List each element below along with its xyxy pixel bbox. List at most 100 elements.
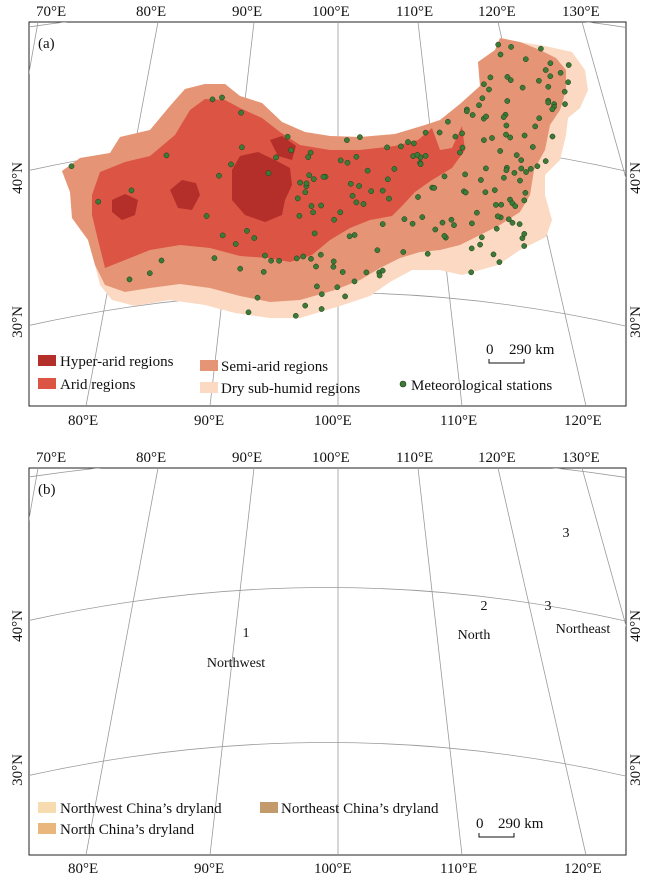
scale-bar-line — [478, 833, 515, 838]
station-marker — [513, 152, 520, 158]
station-marker — [386, 195, 392, 202]
lon-label: 120°E — [478, 450, 516, 466]
region-number-northeast: 3 — [545, 599, 552, 614]
station-marker — [463, 108, 470, 115]
station-marker — [532, 123, 539, 130]
panel-a-top-longitudes: 70°E 80°E 90°E 100°E 110°E 120°E 130°E — [36, 4, 600, 20]
station-marker — [254, 294, 261, 301]
legend-northeast: Northeast China’s dryland — [281, 801, 439, 817]
panel-a-scale-bar: 0 290 km — [486, 342, 555, 364]
lon-label: 110°E — [396, 450, 433, 466]
station-marker — [126, 276, 133, 283]
panel-a-bottom-longitudes: 80°E 90°E 100°E 110°E 120°E — [68, 413, 602, 429]
station-marker — [469, 112, 476, 118]
lon-label: 90°E — [232, 450, 262, 466]
station-marker — [310, 209, 316, 216]
station-marker — [251, 235, 258, 241]
panel-b-graticule — [29, 468, 626, 855]
lon-label: 90°E — [194, 413, 224, 429]
station-marker — [493, 225, 500, 232]
lat-label: 40°N — [628, 610, 644, 642]
station-marker — [521, 132, 528, 139]
lon-label: 70°E — [36, 450, 66, 466]
region-number-northeast: 3 — [563, 526, 570, 541]
station-marker — [293, 255, 300, 262]
station-marker — [448, 216, 455, 223]
lon-label: 80°E — [136, 4, 166, 20]
lon-label: 120°E — [478, 4, 516, 20]
station-marker — [311, 230, 318, 237]
station-marker — [545, 99, 552, 106]
lon-label: 90°E — [194, 861, 224, 877]
station-marker — [521, 197, 528, 204]
station-marker — [228, 161, 234, 168]
meteorological-stations — [68, 41, 572, 319]
station-marker — [306, 172, 313, 179]
station-marker — [565, 79, 571, 86]
station-marker — [521, 231, 528, 237]
station-marker — [505, 216, 512, 223]
scale-value: 290 km — [498, 816, 544, 832]
station-marker — [260, 269, 267, 275]
station-marker — [346, 233, 353, 240]
station-marker — [476, 102, 482, 109]
panel-b-top-longitudes: 70°E 80°E 90°E 100°E 110°E 120°E 130°E — [36, 450, 600, 466]
station-marker — [547, 73, 554, 80]
station-marker — [313, 263, 319, 270]
station-marker — [308, 203, 315, 209]
panel-b-label: (b) — [38, 482, 56, 498]
station-marker — [351, 232, 358, 238]
station-marker — [409, 220, 416, 227]
station-marker — [518, 165, 525, 172]
station-marker — [415, 194, 421, 200]
station-marker — [481, 137, 487, 143]
scale-zero: 0 — [476, 816, 484, 832]
station-marker — [542, 158, 549, 164]
station-marker — [469, 220, 475, 227]
panel-b-bottom-longitudes: 80°E 90°E 100°E 110°E 120°E — [68, 861, 602, 877]
panel-b-scale-bar: 0 290 km — [476, 816, 544, 838]
station-marker — [314, 283, 320, 290]
station-marker — [547, 60, 554, 67]
panel-b-legend: Northwest China’s dryland North China’s … — [38, 801, 439, 838]
station-marker — [360, 201, 367, 207]
station-marker — [457, 149, 463, 156]
legend-dry-sub-humid: Dry sub-humid regions — [221, 381, 360, 397]
station-marker — [521, 243, 528, 249]
station-marker — [353, 153, 360, 160]
station-marker — [300, 253, 307, 260]
station-marker — [379, 267, 386, 274]
panel-a-label: (a) — [38, 36, 55, 52]
lon-label: 130°E — [562, 450, 600, 466]
station-marker — [398, 143, 404, 150]
scale-bar-line — [488, 359, 525, 364]
station-marker — [519, 84, 526, 91]
station-marker — [507, 77, 514, 83]
hyper-arid-region — [270, 136, 296, 160]
station-marker — [459, 144, 466, 151]
station-marker — [445, 118, 451, 125]
station-marker — [481, 81, 487, 88]
station-marker — [232, 241, 239, 247]
station-marker — [497, 51, 504, 58]
station-marker — [479, 95, 486, 102]
lat-label: 40°N — [10, 162, 26, 194]
station-marker — [374, 247, 381, 254]
arid-swatch — [38, 378, 56, 389]
station-marker — [496, 259, 503, 265]
station-marker — [284, 133, 291, 140]
station-marker — [262, 252, 268, 259]
station-marker — [468, 269, 475, 276]
station-marker — [349, 192, 356, 199]
station-marker — [384, 144, 390, 151]
legend-northwest: Northwest China’s dryland — [60, 801, 222, 817]
station-marker — [419, 214, 426, 220]
station-marker — [344, 137, 350, 143]
station-marker — [462, 189, 469, 196]
lat-label: 30°N — [10, 754, 26, 786]
station-marker — [478, 177, 484, 183]
station-marker — [320, 173, 327, 180]
station-marker — [244, 227, 250, 234]
station-marker — [497, 148, 504, 154]
station-marker — [288, 147, 295, 154]
